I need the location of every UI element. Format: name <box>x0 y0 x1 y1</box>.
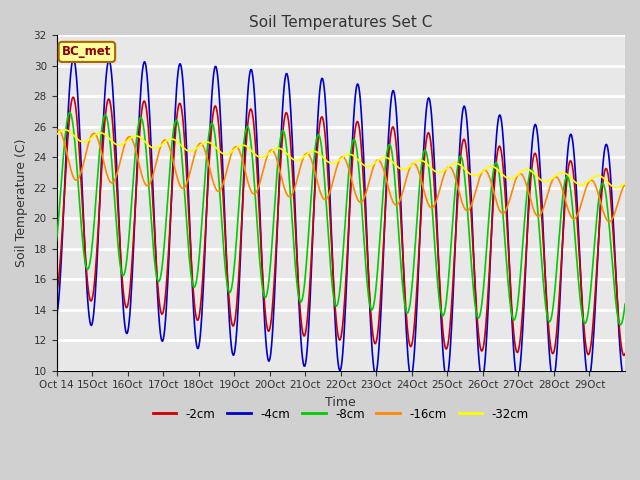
Title: Soil Temperatures Set C: Soil Temperatures Set C <box>249 15 433 30</box>
X-axis label: Time: Time <box>325 396 356 409</box>
Y-axis label: Soil Temperature (C): Soil Temperature (C) <box>15 139 28 267</box>
Legend: -2cm, -4cm, -8cm, -16cm, -32cm: -2cm, -4cm, -8cm, -16cm, -32cm <box>148 403 534 425</box>
Text: BC_met: BC_met <box>62 46 111 59</box>
